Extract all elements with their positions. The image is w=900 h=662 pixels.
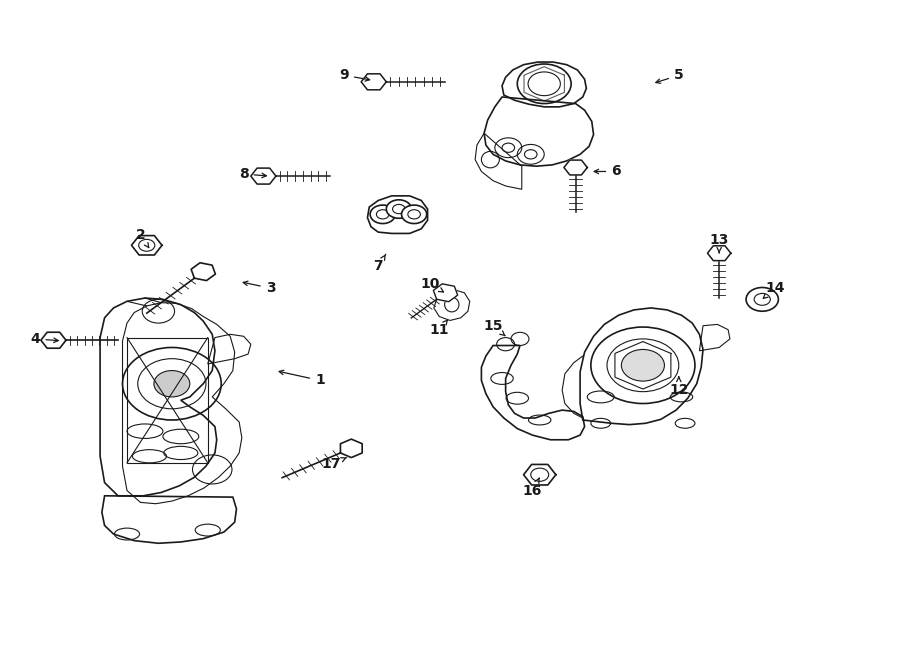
Circle shape [370,205,395,224]
Text: 12: 12 [669,377,689,397]
Polygon shape [40,332,66,348]
Circle shape [746,287,778,311]
Polygon shape [131,236,162,255]
Polygon shape [191,263,215,281]
Polygon shape [434,284,457,302]
Polygon shape [707,246,731,261]
Text: 1: 1 [279,370,325,387]
Text: 2: 2 [136,228,149,248]
Text: 10: 10 [420,277,444,292]
Polygon shape [524,465,556,485]
Circle shape [386,200,411,218]
Text: 6: 6 [594,164,621,179]
Text: 8: 8 [238,167,266,181]
Polygon shape [564,160,588,175]
Text: 5: 5 [656,68,684,83]
Text: 17: 17 [322,457,346,471]
Circle shape [154,371,190,397]
Polygon shape [251,168,276,184]
Circle shape [621,350,664,381]
Text: 16: 16 [523,478,542,498]
Text: 15: 15 [483,318,505,336]
Text: 11: 11 [429,320,449,337]
Text: 4: 4 [31,332,58,346]
Text: 3: 3 [243,281,275,295]
Text: 14: 14 [763,281,785,299]
Text: 13: 13 [709,233,729,253]
Polygon shape [340,439,362,457]
Text: 9: 9 [339,68,370,82]
Circle shape [401,205,427,224]
Polygon shape [361,74,386,90]
Text: 7: 7 [374,254,386,273]
